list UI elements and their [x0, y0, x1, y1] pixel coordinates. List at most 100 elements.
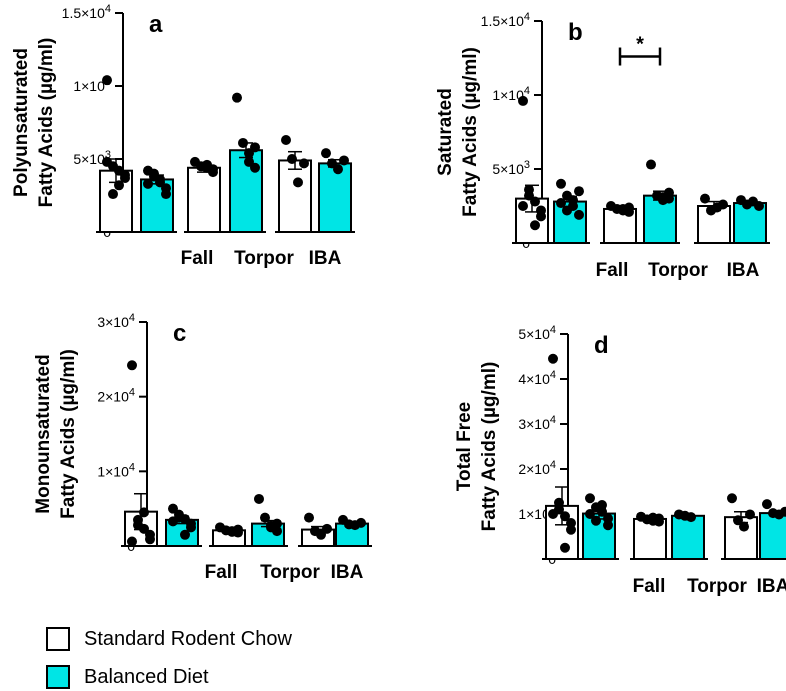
- x-tick-label: Fall: [205, 562, 238, 583]
- y-axis-label: Total Free Fatty Acids (µg/ml): [454, 362, 500, 532]
- y-tick-exponent: 4: [550, 459, 556, 471]
- y-axis-label-line: Fatty Acids (µg/ml): [36, 38, 57, 208]
- y-tick-exponent: 4: [524, 11, 530, 23]
- data-point: [139, 507, 149, 518]
- y-tick-exponent: 4: [550, 324, 556, 336]
- y-tick-label: 3×104: [97, 312, 135, 330]
- data-point: [161, 189, 171, 200]
- y-tick-label: 4×104: [518, 369, 556, 387]
- data-point: [585, 493, 595, 504]
- data-point: [718, 199, 728, 210]
- data-point: [686, 512, 696, 523]
- data-point: [548, 509, 558, 519]
- data-point: [250, 162, 260, 173]
- significance-star: *: [636, 34, 644, 56]
- data-point: [287, 154, 297, 164]
- data-point: [780, 506, 786, 517]
- y-tick-exponent: 4: [129, 387, 135, 399]
- y-tick-mantissa: 1×10: [518, 506, 550, 522]
- y-tick-mantissa: 3×10: [518, 416, 550, 432]
- data-point: [554, 497, 564, 508]
- legend-item-balanced: Balanced Diet: [46, 665, 209, 689]
- y-tick-label: 5×103: [73, 149, 111, 167]
- data-point: [304, 512, 314, 523]
- data-point: [127, 536, 137, 547]
- data-point: [518, 201, 528, 211]
- data-point: [618, 203, 628, 214]
- data-point: [108, 189, 118, 200]
- x-tick-label: Fall: [181, 248, 214, 269]
- legend-item-standard: Standard Rodent Chow: [46, 627, 292, 651]
- data-point: [700, 193, 710, 204]
- data-point: [591, 515, 601, 526]
- y-axis-label-line: Saturated: [435, 88, 456, 176]
- y-tick-exponent: 4: [129, 461, 135, 473]
- data-point: [254, 493, 264, 504]
- data-point: [733, 515, 743, 526]
- x-tick-label: IBA: [727, 260, 760, 281]
- data-point: [530, 220, 540, 231]
- data-point: [339, 155, 349, 166]
- y-tick-exponent: 3: [524, 159, 530, 171]
- legend-label-balanced: Balanced Diet: [84, 665, 209, 688]
- y-tick-label: 1.5×104: [481, 11, 530, 29]
- y-tick-mantissa: 5×10: [518, 326, 550, 342]
- y-axis-label-line: Total Free: [454, 402, 475, 491]
- y-tick-mantissa: 2×10: [97, 389, 129, 405]
- y-axis-label-line: Fatty Acids (µg/ml): [479, 362, 500, 532]
- x-tick-label: Fall: [633, 576, 666, 597]
- data-point: [597, 500, 607, 510]
- data-point: [548, 353, 558, 364]
- y-axis-label: Saturated Fatty Acids (µg/ml): [435, 47, 481, 217]
- y-tick-mantissa: 1.5×10: [481, 13, 524, 29]
- data-point: [658, 192, 668, 203]
- data-point: [102, 156, 112, 167]
- y-tick-mantissa: 1.5×10: [62, 5, 105, 21]
- data-point: [356, 517, 366, 528]
- data-point: [518, 95, 528, 106]
- y-tick-mantissa: 1×10: [97, 463, 129, 479]
- data-point: [133, 520, 143, 531]
- bar: [278, 159, 312, 234]
- data-point: [727, 493, 737, 504]
- y-tick-mantissa: 2×10: [518, 461, 550, 477]
- x-tick-label: Torpor: [260, 562, 320, 583]
- data-point: [560, 511, 570, 522]
- data-point: [260, 512, 270, 523]
- data-point: [232, 92, 242, 103]
- x-tick-label: IBA: [309, 248, 342, 269]
- data-point: [536, 211, 546, 222]
- panel-letter: a: [149, 11, 163, 38]
- data-point: [180, 529, 190, 540]
- y-tick-exponent: 4: [550, 369, 556, 381]
- y-tick-exponent: 4: [550, 414, 556, 426]
- data-point: [281, 135, 291, 146]
- y-tick-mantissa: 5×10: [492, 161, 524, 177]
- data-point: [568, 195, 578, 206]
- data-point: [227, 526, 237, 537]
- y-tick-label: 1.5×104: [62, 3, 111, 21]
- bar: [187, 166, 221, 233]
- data-point: [186, 522, 196, 533]
- legend-swatch-standard: [46, 627, 70, 651]
- data-point: [556, 198, 566, 209]
- data-point: [556, 178, 566, 189]
- legend-label-standard: Standard Rodent Chow: [84, 627, 292, 650]
- data-point: [266, 520, 276, 531]
- data-point: [322, 523, 332, 534]
- y-tick-label: 1×104: [97, 461, 135, 479]
- bar: [759, 512, 786, 560]
- data-point: [646, 159, 656, 170]
- x-tick-label: Torpor: [687, 576, 747, 597]
- data-point: [293, 177, 303, 188]
- bar: [318, 162, 352, 234]
- y-tick-label: 1×104: [492, 85, 530, 103]
- data-point: [114, 180, 124, 191]
- y-tick-label: 5×103: [492, 159, 530, 177]
- data-point: [299, 158, 309, 169]
- y-tick-exponent: 4: [524, 85, 530, 97]
- y-axis-label-line: Fatty Acids (µg/ml): [58, 349, 79, 519]
- y-tick-label: 3×104: [518, 414, 556, 432]
- y-tick-mantissa: 4×10: [518, 371, 550, 387]
